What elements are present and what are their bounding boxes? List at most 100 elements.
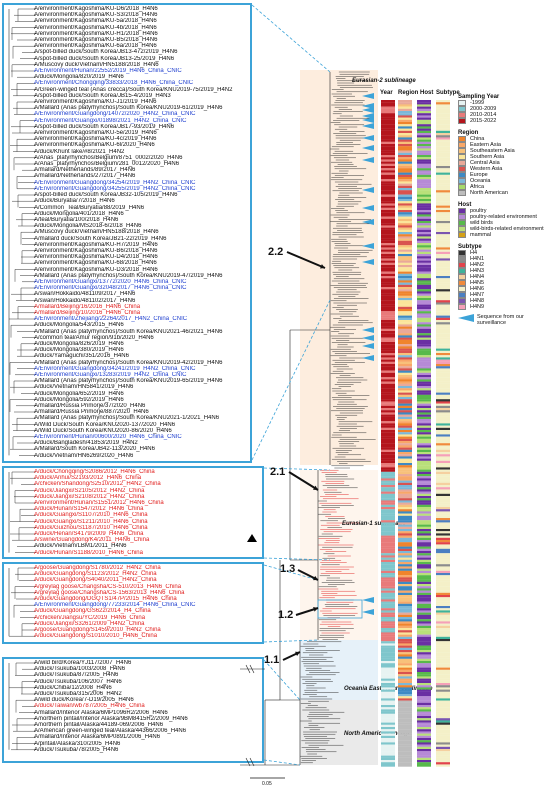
annotation-cell [436, 698, 450, 701]
annotation-cell [417, 597, 431, 600]
annotation-cell [398, 568, 412, 571]
annotation-cell [381, 733, 395, 736]
annotation-cell [381, 548, 395, 552]
annotation-cell [398, 520, 412, 523]
annotation-cell [398, 601, 412, 604]
annotation-cell [436, 335, 450, 338]
annotation-cell [417, 366, 431, 369]
annotation-cell [381, 476, 395, 479]
annotation-cell [381, 511, 395, 514]
annotation-cell [436, 243, 450, 246]
annotation-cell [436, 148, 450, 151]
leaf-label: A/Environment/Guangdong/34255/2019_H4N2_… [34, 185, 196, 192]
annotation-cell [436, 388, 450, 391]
annotation-cell [417, 432, 431, 435]
leaf-label: A/duck/Jiangxi/S2108/2012_H4N2_China [34, 493, 145, 500]
annotation-cell [417, 205, 431, 208]
annotation-cell [398, 562, 412, 565]
annotation-cell [398, 625, 412, 629]
annotation-cell [417, 650, 431, 653]
annotation-cell [398, 746, 412, 750]
leaf-label: A/Environment/Chongqing/33833/2018_H4N6_… [34, 80, 194, 87]
legend-swatch [458, 112, 466, 118]
legend-label: 2015-2022 [470, 118, 497, 124]
annotation-cell [381, 271, 395, 274]
annotation-cell [398, 647, 412, 651]
annotation-cell [381, 608, 395, 611]
annotation-cell [417, 289, 431, 292]
annotation-cell [381, 672, 395, 675]
leaf-label: A/duck/Tsukuba/106/2007_H4N6 [34, 678, 122, 685]
annotation-cell [398, 141, 412, 145]
annotation-cell [381, 317, 395, 321]
annotation-cell [381, 353, 395, 356]
leaf-label: A/Green-winged teal (Anas crecca)/South … [34, 86, 233, 93]
annotation-cell [381, 135, 395, 138]
annotation-cell [436, 383, 450, 387]
clade-1-2-highlight [317, 599, 363, 619]
annotation-cell [417, 104, 431, 107]
leaf-label: A/Environment/Hunan/00600/2020_H4N6_Chin… [34, 434, 182, 441]
annotation-cell [381, 412, 395, 415]
annotation-cell [398, 300, 412, 303]
annotation-cell [381, 606, 395, 609]
annotation-cell [398, 232, 412, 235]
annotation-cell [436, 201, 450, 204]
annotation-cell [381, 553, 395, 556]
annotation-cell [381, 502, 395, 505]
annotation-cell [398, 295, 412, 299]
annotation-cell [417, 621, 431, 624]
annotation-cell [436, 311, 450, 314]
annotation-cell [417, 326, 431, 329]
legend-label: mammal [470, 232, 492, 238]
annotation-cell [417, 251, 431, 255]
legend-swatch [458, 208, 466, 214]
leaf-label: A/mallard/Beijing/10/2016_H4N6_China [34, 309, 141, 316]
annotation-cell [398, 634, 412, 637]
annotation-cell [417, 645, 431, 648]
annotation-cell [398, 498, 412, 501]
annotation-cell [381, 491, 395, 494]
annotation-cell [417, 324, 431, 327]
annotation-cell [436, 595, 450, 598]
annotation-cell [398, 245, 412, 248]
annotation-cell [417, 111, 431, 114]
annotation-cell [398, 163, 412, 167]
annotation-cell [436, 210, 450, 213]
annotation-cell [436, 205, 450, 208]
annotation-cell [436, 372, 450, 376]
annotation-cell [436, 487, 450, 490]
annotation-cell [381, 471, 395, 475]
annotation-cell [417, 584, 431, 587]
annotation-cell [436, 738, 450, 741]
col-subtype-header: Subtype [436, 90, 460, 96]
legend-item: Southeastern Asia [458, 148, 548, 154]
annotation-cell [398, 238, 412, 241]
annotation-cell [436, 214, 450, 217]
annotation-cell [398, 168, 412, 171]
annotation-cell [398, 480, 412, 483]
leaf-label: A/mallard/Netherlands/27/2017_H4N6 [34, 173, 136, 180]
annotation-cell [381, 698, 395, 701]
annotation-cell [381, 247, 395, 250]
annotation-cell [417, 161, 431, 164]
annotation-cell [398, 511, 412, 514]
annotation-cell [417, 570, 431, 574]
annotation-cell [398, 207, 412, 211]
annotation-cell [398, 555, 412, 558]
leaf-label: A/spot-billed duck/South Korea/JB17-93/2… [34, 123, 175, 130]
leaf-label: A/duck/Mongolia/543/2015_H4N6 [34, 322, 124, 329]
annotation-cell [381, 762, 395, 765]
annotation-cell [417, 157, 431, 160]
annotation-cell [398, 436, 412, 439]
annotation-cell [381, 621, 395, 624]
annotation-cell [417, 320, 431, 323]
annotation-cell [398, 645, 412, 648]
annotation-cell [417, 511, 431, 514]
annotation-cell [398, 573, 412, 576]
annotation-cell [436, 744, 450, 747]
annotation-cell [417, 137, 431, 140]
annotation-cell [398, 377, 412, 380]
annotation-cell [398, 566, 412, 569]
annotation-cell [417, 128, 431, 131]
